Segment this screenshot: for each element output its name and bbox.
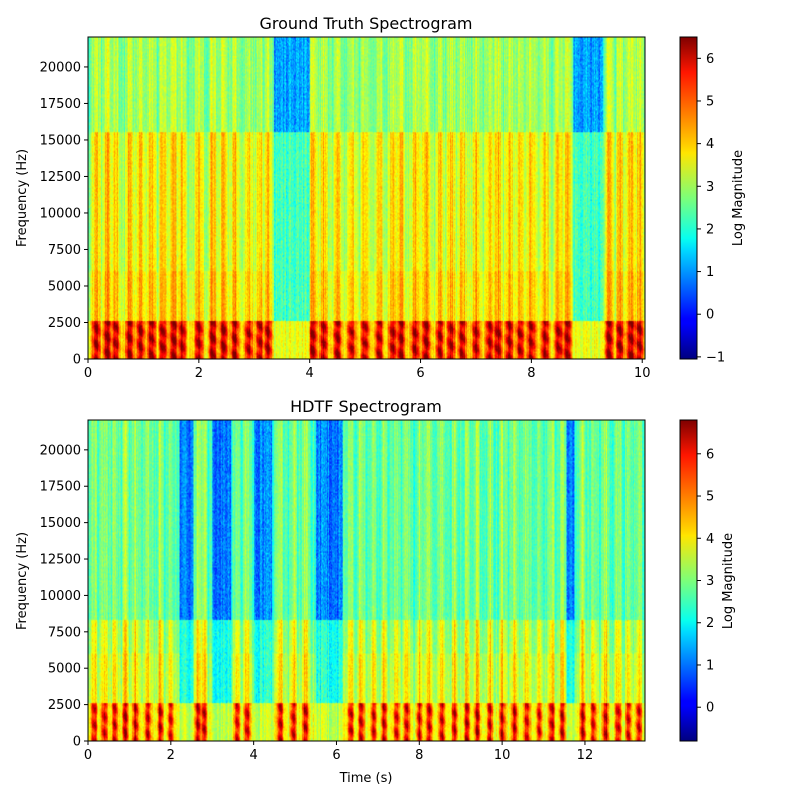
y-axis-label: Frequency (Hz) <box>15 149 30 247</box>
colorbar-tick-label: 1 <box>706 265 714 280</box>
x-tick-label: 10 <box>634 366 651 381</box>
panel-hdtf: HDTF Spectrogram 0 2 4 6 8 10 12 0250050007500… <box>15 397 736 786</box>
x-tick-label: 6 <box>416 366 424 381</box>
colorbar-tick-label: 6 <box>706 447 714 462</box>
x-tick-label: 8 <box>415 748 423 763</box>
y-tick-label: 7500 <box>48 625 81 640</box>
x-tick-label: 0 <box>84 366 92 381</box>
x-axis: 0 2 4 6 8 10 <box>84 359 651 381</box>
y-tick-label: 0 <box>73 353 81 368</box>
colorbar-tick-label: 4 <box>706 137 714 152</box>
y-tick-label: 15000 <box>40 516 81 531</box>
colorbar-ticks: −1 0 1 2 3 4 5 6 <box>697 52 725 365</box>
colorbar-tick-label: 5 <box>706 490 714 505</box>
spectrogram-heatmap <box>88 420 645 741</box>
colorbar: 0 1 2 3 4 5 6 Log Magnitude <box>679 419 736 742</box>
chart-title: Ground Truth Spectrogram <box>260 14 473 33</box>
colorbar-tick-label: 0 <box>706 308 714 323</box>
x-tick-label: 12 <box>577 748 594 763</box>
x-tick-label: 10 <box>494 748 511 763</box>
y-tick-label: 5000 <box>48 662 81 677</box>
y-tick-label: 2500 <box>48 316 81 331</box>
y-tick-label: 2500 <box>48 698 81 713</box>
colorbar-tick-label: 2 <box>706 222 714 237</box>
y-tick-label: 20000 <box>40 60 81 75</box>
colorbar-tick-label: 4 <box>706 532 714 547</box>
colorbar-tick-label: −1 <box>706 350 725 365</box>
x-tick-label: 8 <box>527 366 535 381</box>
spectrogram-image <box>88 37 645 359</box>
chart-title: HDTF Spectrogram <box>290 397 442 416</box>
colorbar-tick-label: 5 <box>706 94 714 109</box>
colorbar-tick-label: 3 <box>706 574 714 589</box>
x-tick-label: 2 <box>195 366 203 381</box>
colorbar-label: Log Magnitude <box>731 150 746 246</box>
colorbar-label: Log Magnitude <box>721 533 736 629</box>
colorbar-tick-label: 0 <box>706 701 714 716</box>
colorbar-ticks: 0 1 2 3 4 5 6 <box>697 447 714 716</box>
y-tick-label: 17500 <box>40 97 81 112</box>
spectrogram-image <box>88 420 645 741</box>
colorbar-gradient <box>679 419 698 742</box>
colorbar: −1 0 1 2 3 4 5 6 Log Magnitude <box>679 36 746 365</box>
spectrogram-heatmap <box>88 37 645 359</box>
y-axis: 0 2500 5000 7500 10000 12500 15000 17500 20000 <box>40 60 88 368</box>
y-tick-label: 10000 <box>40 206 81 221</box>
y-tick-label: 12500 <box>40 170 81 185</box>
plot-frame <box>87 419 646 742</box>
x-axis-label: Time (s) <box>339 771 393 786</box>
y-tick-label: 7500 <box>48 243 81 258</box>
y-tick-label: 17500 <box>40 480 81 495</box>
x-tick-label: 2 <box>167 748 175 763</box>
colorbar-tick-label: 1 <box>706 658 714 673</box>
colorbar-tick-label: 2 <box>706 616 714 631</box>
y-tick-label: 5000 <box>48 279 81 294</box>
x-axis: 0 2 4 6 8 10 12 <box>84 741 593 763</box>
colorbar-gradient <box>679 36 698 360</box>
plot-frame <box>87 36 646 360</box>
x-tick-label: 6 <box>332 748 340 763</box>
colorbar-tick-label: 3 <box>706 180 714 195</box>
x-tick-label: 4 <box>250 748 258 763</box>
x-tick-label: 4 <box>306 366 314 381</box>
x-tick-label: 0 <box>84 748 92 763</box>
y-tick-label: 12500 <box>40 553 81 568</box>
y-axis: 0 2500 5000 7500 10000 12500 15000 17500 20000 <box>40 443 88 750</box>
y-axis-label: Frequency (Hz) <box>15 532 30 630</box>
y-tick-label: 15000 <box>40 133 81 148</box>
panel-ground-truth: Ground Truth Spectrogram 0 2 4 6 8 10 0250050… <box>15 14 746 381</box>
y-tick-label: 10000 <box>40 589 81 604</box>
y-tick-label: 20000 <box>40 443 81 458</box>
colorbar-tick-label: 6 <box>706 52 714 67</box>
y-tick-label: 0 <box>73 735 81 750</box>
